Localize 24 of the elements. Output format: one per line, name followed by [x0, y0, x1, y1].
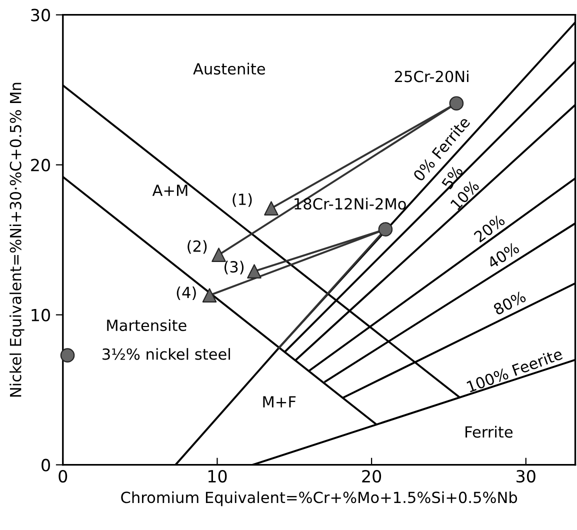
x-tick-label: 30 [516, 470, 536, 483]
annotation: (3) [224, 260, 244, 274]
annotation: Martensite [107, 319, 186, 332]
annotation: 100% Feerite [466, 348, 564, 393]
annotation: 80% [492, 290, 527, 316]
x-axis-title: Chromium Equivalent=%Cr+%Mo+1.5%Si+0.5%Nb [121, 491, 518, 506]
annotation: M+F [263, 396, 296, 408]
y-tick-label: 20 [31, 158, 50, 172]
annotation: (1) [232, 193, 252, 207]
annotation: A+M [152, 184, 188, 196]
annotation: 25Cr-20Ni [394, 70, 468, 82]
annotation: Ferrite [466, 426, 513, 438]
annotation: 40% [486, 242, 520, 270]
annotation: Austenite [193, 62, 266, 75]
y-tick-label: 0 [42, 458, 50, 472]
x-tick-label: 10 [208, 470, 227, 483]
annotation: (4) [176, 286, 196, 300]
annotation: 3½% nickel steel [102, 348, 230, 360]
y-axis-title: Nickel Equivalent=%Ni+30·%C+0.5% Mn [10, 82, 24, 397]
y-tick-label: 10 [32, 308, 50, 322]
annotation: (2) [188, 240, 207, 254]
y-tick-label: 30 [31, 8, 50, 22]
x-tick-label: 20 [362, 470, 382, 483]
x-tick-label: 0 [58, 470, 68, 483]
